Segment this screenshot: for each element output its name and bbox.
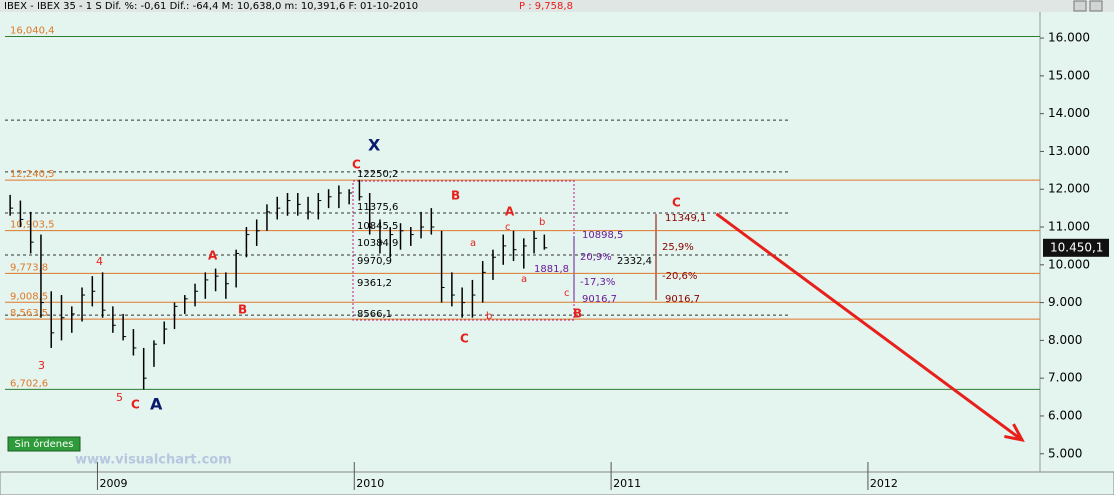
annotation: 10898,5 [582,230,623,241]
y-tick-label: 15.000 [1048,68,1090,82]
level-label: 6,702,6 [10,378,48,389]
annotation: X [368,136,381,155]
x-tick-label: 2010 [356,477,384,490]
annotation: 9970,9 [357,256,392,267]
annotation: 2332,4 [617,256,652,267]
watermark: www.visualchart.com [75,453,232,468]
y-tick-label: 5.000 [1048,446,1082,460]
y-tick-label: 7.000 [1048,371,1082,385]
header-bar [0,0,1114,12]
y-tick-label: 10.000 [1048,257,1090,271]
window-button[interactable] [1089,0,1103,12]
annotation: C [460,332,469,346]
annotation: C [131,398,140,412]
annotation: 9361,2 [357,278,392,289]
x-axis-area [0,471,1114,495]
x-tick-label: 2009 [99,477,127,490]
annotation: A [505,205,515,219]
annotation: 11375,6 [357,202,398,213]
annotation: B [451,189,460,203]
annotation: A [150,395,163,414]
annotation: 4 [96,255,103,268]
annotation: 1881,8 [534,264,569,275]
level-label: 12,240,5 [10,169,55,180]
header-price: P : 9,758,8 [519,1,573,12]
forecast-arrow [715,212,1023,442]
level-label: 10,903,5 [10,220,55,231]
annotation: 9016,7 [665,294,700,305]
annotation: A [208,249,218,263]
annotation: C [352,158,361,172]
last-price-box [1043,238,1109,257]
y-tick-label: 8.000 [1048,333,1082,347]
annotation: b [539,217,545,228]
x-tick-label: 2012 [870,477,898,490]
last-price-label: 10.450,1 [1050,240,1103,254]
annotation: B [238,303,247,317]
annotation: -17,3% [580,277,615,288]
annotation: -20,6% [662,271,697,282]
level-label: 8,563,5 [10,308,48,319]
y-tick-label: 14.000 [1048,106,1090,120]
level-label: 9,773,8 [10,262,48,273]
level-label: 9,008,5 [10,291,48,302]
y-tick-label: 13.000 [1048,144,1090,158]
y-tick-label: 12.000 [1048,182,1090,196]
x-tick-label: 2011 [613,477,641,490]
annotation: 3 [38,359,45,372]
annotation: c [564,288,570,299]
annotation: c [505,222,511,233]
orders-button-label[interactable]: Sin órdenes [15,438,74,450]
annotation: a [470,238,476,249]
arrow-head [1004,423,1025,443]
annotation: 10384,9 [357,238,398,249]
annotation: a [521,274,527,285]
y-tick-label: 11.000 [1048,220,1090,234]
y-tick-label: 9.000 [1048,295,1082,309]
level-label: 16,040,4 [10,26,55,37]
annotation: C [672,196,681,210]
annotation: 10845,5 [357,221,398,232]
annotation: 20,9% [580,252,612,263]
annotation: B [573,307,582,321]
orders-button[interactable] [7,436,81,452]
annotation: 25,9% [662,242,694,253]
header-text: IBEX - IBEX 35 - 1 S Dif. %: -0,61 Dif.:… [4,1,418,12]
window-button[interactable] [1073,0,1087,12]
y-tick-label: 6.000 [1048,408,1082,422]
annotation: 9016,7 [582,294,617,305]
annotation: 8566,1 [357,309,392,320]
annotation: 12250,2 [357,169,398,180]
annotation: b [486,311,492,322]
annotation: 11349,1 [665,213,706,224]
annotation: 5 [116,391,123,404]
y-tick-label: 16.000 [1048,31,1090,45]
